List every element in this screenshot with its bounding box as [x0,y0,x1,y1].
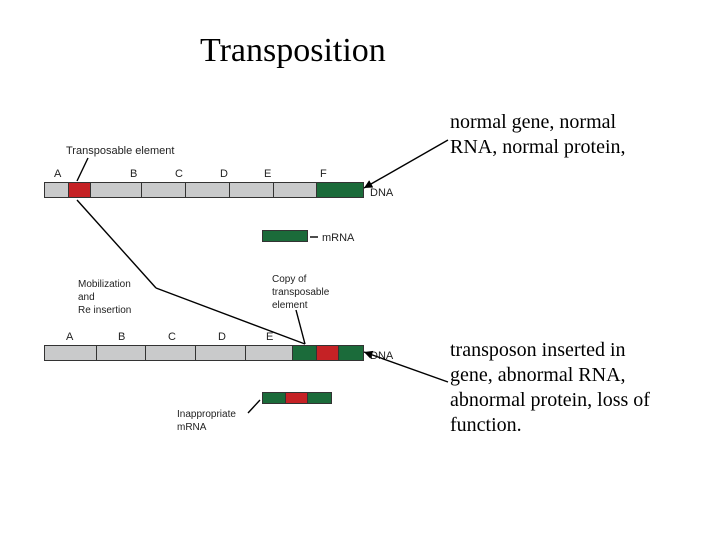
dna-strand-1 [44,182,364,198]
segment-letter: D [218,331,226,343]
dna-segment [293,346,317,360]
dna-segment [146,346,196,360]
arrow-overlay [0,0,720,540]
dna-segment [274,183,318,197]
dna-segment [186,183,230,197]
label-transposable-element: Transposable element [66,145,174,157]
dna-segment [45,346,97,360]
segment-letter: D [220,168,228,180]
dna-segment [97,346,147,360]
dna-segment [339,346,363,360]
segment-letter: A [54,168,61,180]
dna-segment [317,346,339,360]
segment-letter: E [266,331,273,343]
segment-letter: E [264,168,271,180]
segment-letter: B [118,331,125,343]
segment-letter: F [320,168,327,180]
segment-letter: C [168,331,176,343]
dna-segment [246,346,294,360]
label-copy-of-transposable: Copy oftransposableelement [272,273,329,312]
annotation-normal: normal gene, normalRNA, normal protein, [450,110,626,160]
label-dna-1: DNA [370,187,393,199]
segment-letter: A [66,331,73,343]
dna-segment [142,183,186,197]
mrna-segment [308,393,331,403]
annotation-abnormal: transposon inserted ingene, abnormal RNA… [450,338,650,438]
label-inappropriate-mrna: InappropriatemRNA [177,408,236,434]
label-dna-2: DNA [370,350,393,362]
dna-segment [196,346,246,360]
mrna-segment [286,393,307,403]
dna-segment [317,183,363,197]
dna-segment [91,183,143,197]
dna-segment [69,183,91,197]
mrna-1 [262,230,308,242]
page-title: Transposition [200,32,386,70]
dna-segment [45,183,69,197]
label-mrna-1: mRNA [322,232,354,244]
mrna-segment [263,393,286,403]
dna-segment [230,183,274,197]
segment-letter: B [130,168,137,180]
segment-letter: C [175,168,183,180]
mrna-2-inappropriate [262,392,332,404]
dna-strand-2 [44,345,364,361]
label-mobilization: MobilizationandRe insertion [78,278,131,317]
